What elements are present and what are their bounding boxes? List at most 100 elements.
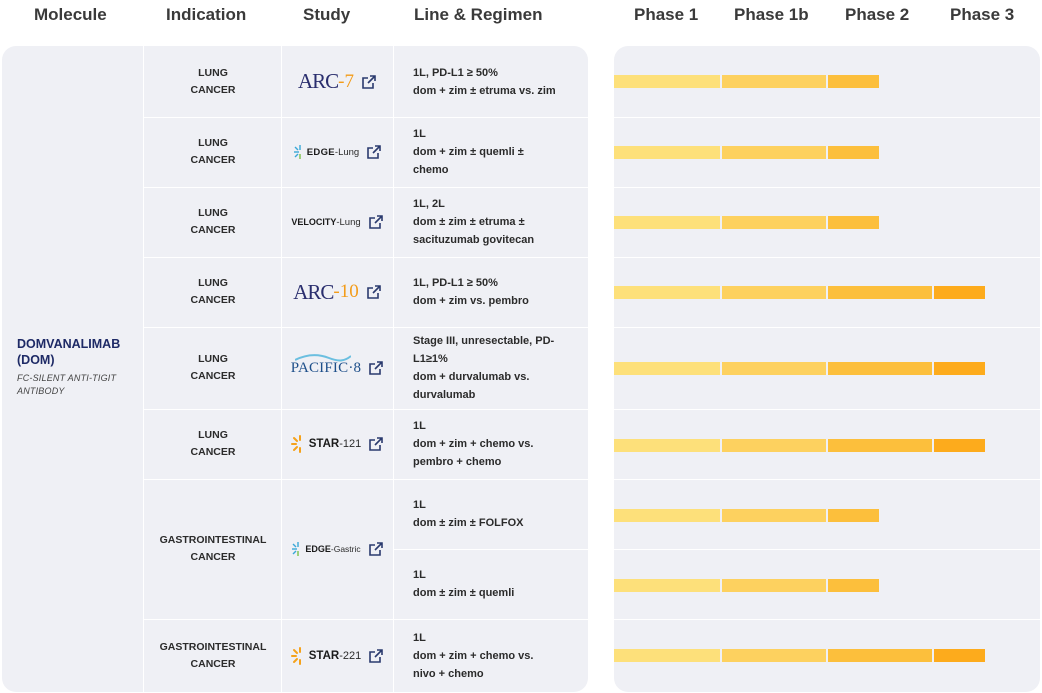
study-cell: PACIFIC·8 [281,327,393,409]
molecule-description-line: FC-SILENT ANTI-TIGIT [17,373,117,383]
study-cell: STAR -221 [281,619,393,692]
logo-text: -Lung [336,216,361,228]
regimen-cell: 1L dom + zim + chemo vs. pembro + chemo [413,420,534,468]
row-divider [394,549,588,550]
pacific-8-logo[interactable]: PACIFIC·8 [291,353,361,377]
external-link-icon[interactable] [368,215,383,229]
star-221-logo[interactable]: STAR -221 [290,646,361,665]
logo-text: STAR [308,649,340,662]
logo-text: -121 [339,438,362,450]
indication-cell: LUNG CANCER [190,207,236,236]
row-divider [614,117,1040,118]
logo-text: -Lung [334,146,360,158]
study-cell: EDGE -Gastric [281,479,393,619]
star-121-logo[interactable]: STAR -121 [290,435,362,453]
arc-7-logo[interactable]: ARC -7 [298,69,354,94]
pipeline-table: DOMVANALIMAB (DOM) FC-SILENT ANTI-TIGIT … [2,46,588,692]
velocity-lung-logo[interactable]: VELOCITY -Lung [291,217,360,228]
phase-segment [828,362,932,375]
phase-segment [722,579,826,592]
edge-burst-icon [293,145,301,159]
row-divider [144,479,588,480]
external-link-icon[interactable] [369,437,384,451]
phase-segment [934,362,985,375]
row-divider [614,327,1040,328]
molecule-name-line: DOMVANALIMAB [17,337,121,351]
logo-text: EDGE [306,146,335,158]
phase-segment [614,146,720,159]
phase-segment [614,216,720,229]
row-divider [144,327,588,328]
logo-text: EDGE [305,544,331,554]
header-phase-1b: Phase 1b [734,5,809,24]
phase-segment [722,439,826,452]
wave-icon [294,353,351,361]
phase-segment [934,649,985,662]
row-divider [144,257,588,258]
column-divider [393,46,394,692]
indication-cell: GASTROINTESTINAL CANCER [159,640,267,670]
row-divider [144,409,588,410]
phase-segment [828,75,879,88]
edge-gastric-logo[interactable]: EDGE -Gastric [291,541,361,557]
indication-cell: LUNG CANCER [190,353,236,382]
phase-segment [614,286,720,299]
arc-10-logo[interactable]: ARC -10 [293,280,359,305]
external-link-icon[interactable] [366,285,381,299]
phase-segment [828,146,879,159]
row-divider [144,619,588,620]
phase-segment [722,216,826,229]
phase-segment [828,649,932,662]
star-burst-icon [290,435,301,453]
column-divider [143,46,144,692]
indication-cell: LUNG CANCER [190,66,236,96]
regimen-cell: 1L, PD-L1 ≥ 50% dom + zim ± etruma vs. zi… [413,66,556,97]
logo-text: VELOCITY [291,217,337,227]
logo-text: -10 [333,281,359,302]
phase-segment [934,286,985,299]
edge-burst-icon [292,542,300,556]
phase-segment [828,509,879,522]
phase-segment [722,286,826,299]
external-link-icon[interactable] [368,542,383,556]
external-link-icon[interactable] [369,648,384,663]
regimen-cell: 1L dom + zim + chemo vs. nivo + chemo [413,631,534,680]
phase-segment [722,146,826,159]
row-divider [614,479,1040,480]
molecule-name: DOMVANALIMAB (DOM) [17,336,142,368]
study-cell: ARC -10 [281,257,393,327]
regimen-cell: 1L dom + zim ± quemli ± chemo [413,128,524,176]
molecule-name-line: (DOM) [17,353,55,367]
regimen-cell: 1L, 2L dom ± zim ± etruma ± sacituzumab go… [413,198,535,246]
phase-segment [828,216,879,229]
study-cell: ARC -7 [281,46,393,117]
edge-lung-logo[interactable]: EDGE -Lung [293,144,359,160]
phase-segment [722,509,826,522]
phase-segment [614,362,720,375]
header-study: Study [303,5,351,24]
logo-text: -Gastric [330,544,361,554]
indication-cell: GASTROINTESTINAL CANCER [159,534,267,563]
row-divider [614,409,1040,410]
phase-segment [614,439,720,452]
indication-cell: LUNG CANCER [190,137,236,166]
header-molecule: Molecule [34,5,107,24]
phase-segment [722,75,826,88]
row-divider [614,257,1040,258]
external-link-icon[interactable] [369,361,384,375]
external-link-icon[interactable] [362,74,376,89]
logo-text: ARC [293,279,334,304]
phase-segment [614,509,720,522]
header-indication: Indication [166,5,247,24]
phase-segment [722,649,826,662]
study-cell: EDGE -Lung [281,117,393,187]
external-link-icon[interactable] [367,145,382,159]
regimen-cell: 1L, PD-L1 ≥ 50% dom + zim vs. pembro [413,277,529,307]
phase-segment [934,439,985,452]
indication-cell: LUNG CANCER [190,277,236,306]
molecule-description: FC-SILENT ANTI-TIGIT ANTIBODY [17,372,142,398]
phase-segment [614,649,720,662]
molecule-description-line: ANTIBODY [17,386,65,396]
row-divider [614,619,1040,620]
row-divider [144,187,588,188]
